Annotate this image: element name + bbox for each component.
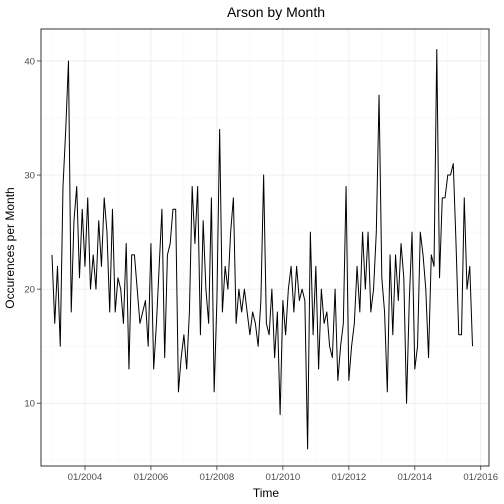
x-tick-label: 01/2006 bbox=[134, 472, 169, 483]
chart-title: Arson by Month bbox=[227, 4, 325, 20]
arson-series-line bbox=[51, 49, 474, 450]
series-layer bbox=[51, 49, 474, 450]
x-tick-label: 01/2014 bbox=[397, 472, 432, 483]
y-axis: 10 20 30 40 bbox=[24, 56, 41, 410]
x-tick-label: 01/2016 bbox=[463, 472, 498, 483]
x-tick-label: 01/2010 bbox=[266, 472, 301, 483]
x-axis: 01/2004 01/2006 01/2008 01/2010 01/2012 01/20… bbox=[68, 466, 498, 483]
x-tick-label: 01/2012 bbox=[331, 472, 366, 483]
x-tick-label: 01/2004 bbox=[68, 472, 103, 483]
panel-border bbox=[40, 28, 490, 467]
y-tick-label: 30 bbox=[24, 171, 35, 182]
x-axis-title: Time bbox=[253, 486, 280, 500]
y-tick-label: 10 bbox=[24, 399, 35, 410]
y-tick-label: 40 bbox=[24, 56, 35, 67]
x-tick-label: 01/2008 bbox=[200, 472, 235, 483]
y-axis-title: Occurences per Month bbox=[3, 187, 17, 308]
y-tick-label: 20 bbox=[24, 285, 35, 296]
